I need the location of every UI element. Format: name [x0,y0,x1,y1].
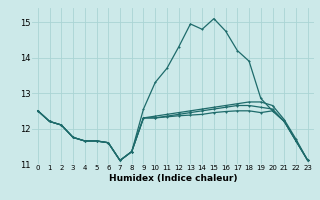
X-axis label: Humidex (Indice chaleur): Humidex (Indice chaleur) [108,174,237,183]
